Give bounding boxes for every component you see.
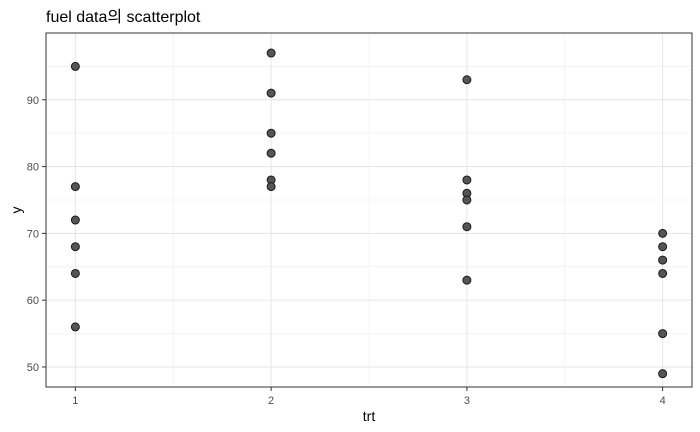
data-point [658,329,668,339]
data-point [266,128,276,138]
chart-title: fuel data의 scatterplot [46,8,201,26]
y-tick-label: 50 [27,362,39,374]
data-point [70,215,80,225]
minor-gridlines [46,33,692,387]
data-point [658,268,668,278]
x-axis-title: trt [363,408,376,424]
data-point [266,148,276,158]
x-axis-ticks: 1 2 3 4 [72,387,666,407]
data-point [462,195,472,205]
data-point [70,322,80,332]
y-tick-label: 80 [27,162,39,174]
x-tick-label: 1 [72,395,78,407]
data-point [266,48,276,58]
x-tick-label: 3 [464,395,470,407]
data-point [462,275,472,285]
major-gridlines [46,33,692,387]
y-axis-ticks: 50 60 70 80 90 [27,95,46,374]
data-point [658,242,668,252]
y-tick-label: 70 [27,228,39,240]
y-tick-label: 90 [27,95,39,107]
data-points [70,48,668,379]
data-point [266,88,276,98]
data-point [658,255,668,265]
data-point [70,182,80,192]
data-point [462,75,472,85]
y-axis-title: y [8,207,24,214]
data-point [70,268,80,278]
x-tick-label: 2 [268,395,274,407]
data-point [462,222,472,232]
y-tick-label: 60 [27,295,39,307]
data-point [658,228,668,238]
data-point [266,182,276,192]
plot-panel-border [45,32,693,388]
data-point [462,175,472,185]
x-tick-label: 4 [660,395,666,407]
data-point [70,242,80,252]
data-point [658,369,668,379]
data-point [70,61,80,71]
